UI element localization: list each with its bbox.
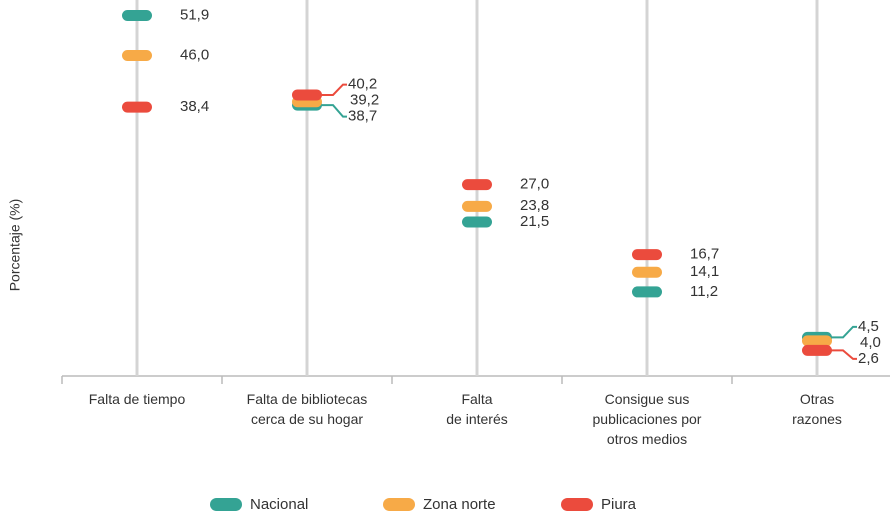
- value-label: 2,6: [858, 350, 879, 367]
- dot: [632, 286, 662, 298]
- x-tick-label-line: de interés: [446, 411, 507, 427]
- x-tick-label-line: Falta de bibliotecas: [247, 391, 368, 407]
- x-tick-label-line: Falta: [461, 391, 492, 407]
- x-tick-label-line: razones: [792, 411, 842, 427]
- value-label: 23,8: [520, 197, 549, 214]
- leader-line: [321, 83, 347, 96]
- dot: [632, 249, 662, 261]
- value-label: 14,1: [690, 263, 719, 280]
- dot: [462, 200, 492, 212]
- value-label: 16,7: [690, 246, 719, 263]
- legend-label: Zona norte: [423, 496, 496, 513]
- x-tick-label: Otras razones: [792, 391, 842, 427]
- dot: [292, 89, 322, 101]
- y-axis-label: Porcentaje (%): [7, 199, 23, 292]
- value-label: 51,9: [180, 6, 209, 23]
- x-tick-label-line: Consigue sus: [605, 391, 690, 407]
- legend-swatch: [210, 498, 242, 511]
- x-tick-label-line: Falta de tiempo: [89, 391, 186, 407]
- value-label: 11,2: [690, 283, 718, 300]
- value-label: 4,5: [858, 318, 879, 335]
- value-label: 40,2: [348, 76, 377, 93]
- dot: [122, 9, 152, 21]
- legend-label: Piura: [601, 496, 637, 513]
- dot: [462, 179, 492, 191]
- legend-swatch: [561, 498, 593, 511]
- legend-label: Nacional: [250, 496, 308, 513]
- value-label: 4,0: [860, 334, 881, 351]
- dot: [122, 101, 152, 113]
- value-label: 38,4: [180, 98, 209, 115]
- x-tick-label-line: publicaciones por: [593, 411, 702, 427]
- dot: [122, 50, 152, 62]
- value-label: 38,7: [348, 108, 377, 125]
- leader-line: [831, 325, 857, 339]
- value-label: 39,2: [350, 92, 379, 109]
- x-tick-label-line: cerca de su hogar: [251, 411, 363, 427]
- dot: [462, 216, 492, 228]
- x-tick-label-line: otros medios: [607, 431, 687, 447]
- x-tick-label: Falta de tiempo: [89, 391, 186, 407]
- x-tick-label: Consigue sus publicaciones por otros medio…: [593, 391, 702, 447]
- x-tick-label: Falta de bibliotecas cerca de su hogar: [247, 391, 368, 427]
- value-label: 27,0: [520, 175, 549, 192]
- legend-swatch: [383, 498, 415, 511]
- value-label: 21,5: [520, 213, 549, 230]
- leader-line: [831, 349, 857, 360]
- value-label: 46,0: [180, 47, 209, 64]
- x-tick-label: Falta de interés: [446, 391, 507, 427]
- dot: [802, 335, 832, 347]
- dot: [802, 344, 832, 356]
- dot: [632, 266, 662, 278]
- x-tick-label-line: Otras: [800, 391, 834, 407]
- leader-line: [321, 104, 347, 118]
